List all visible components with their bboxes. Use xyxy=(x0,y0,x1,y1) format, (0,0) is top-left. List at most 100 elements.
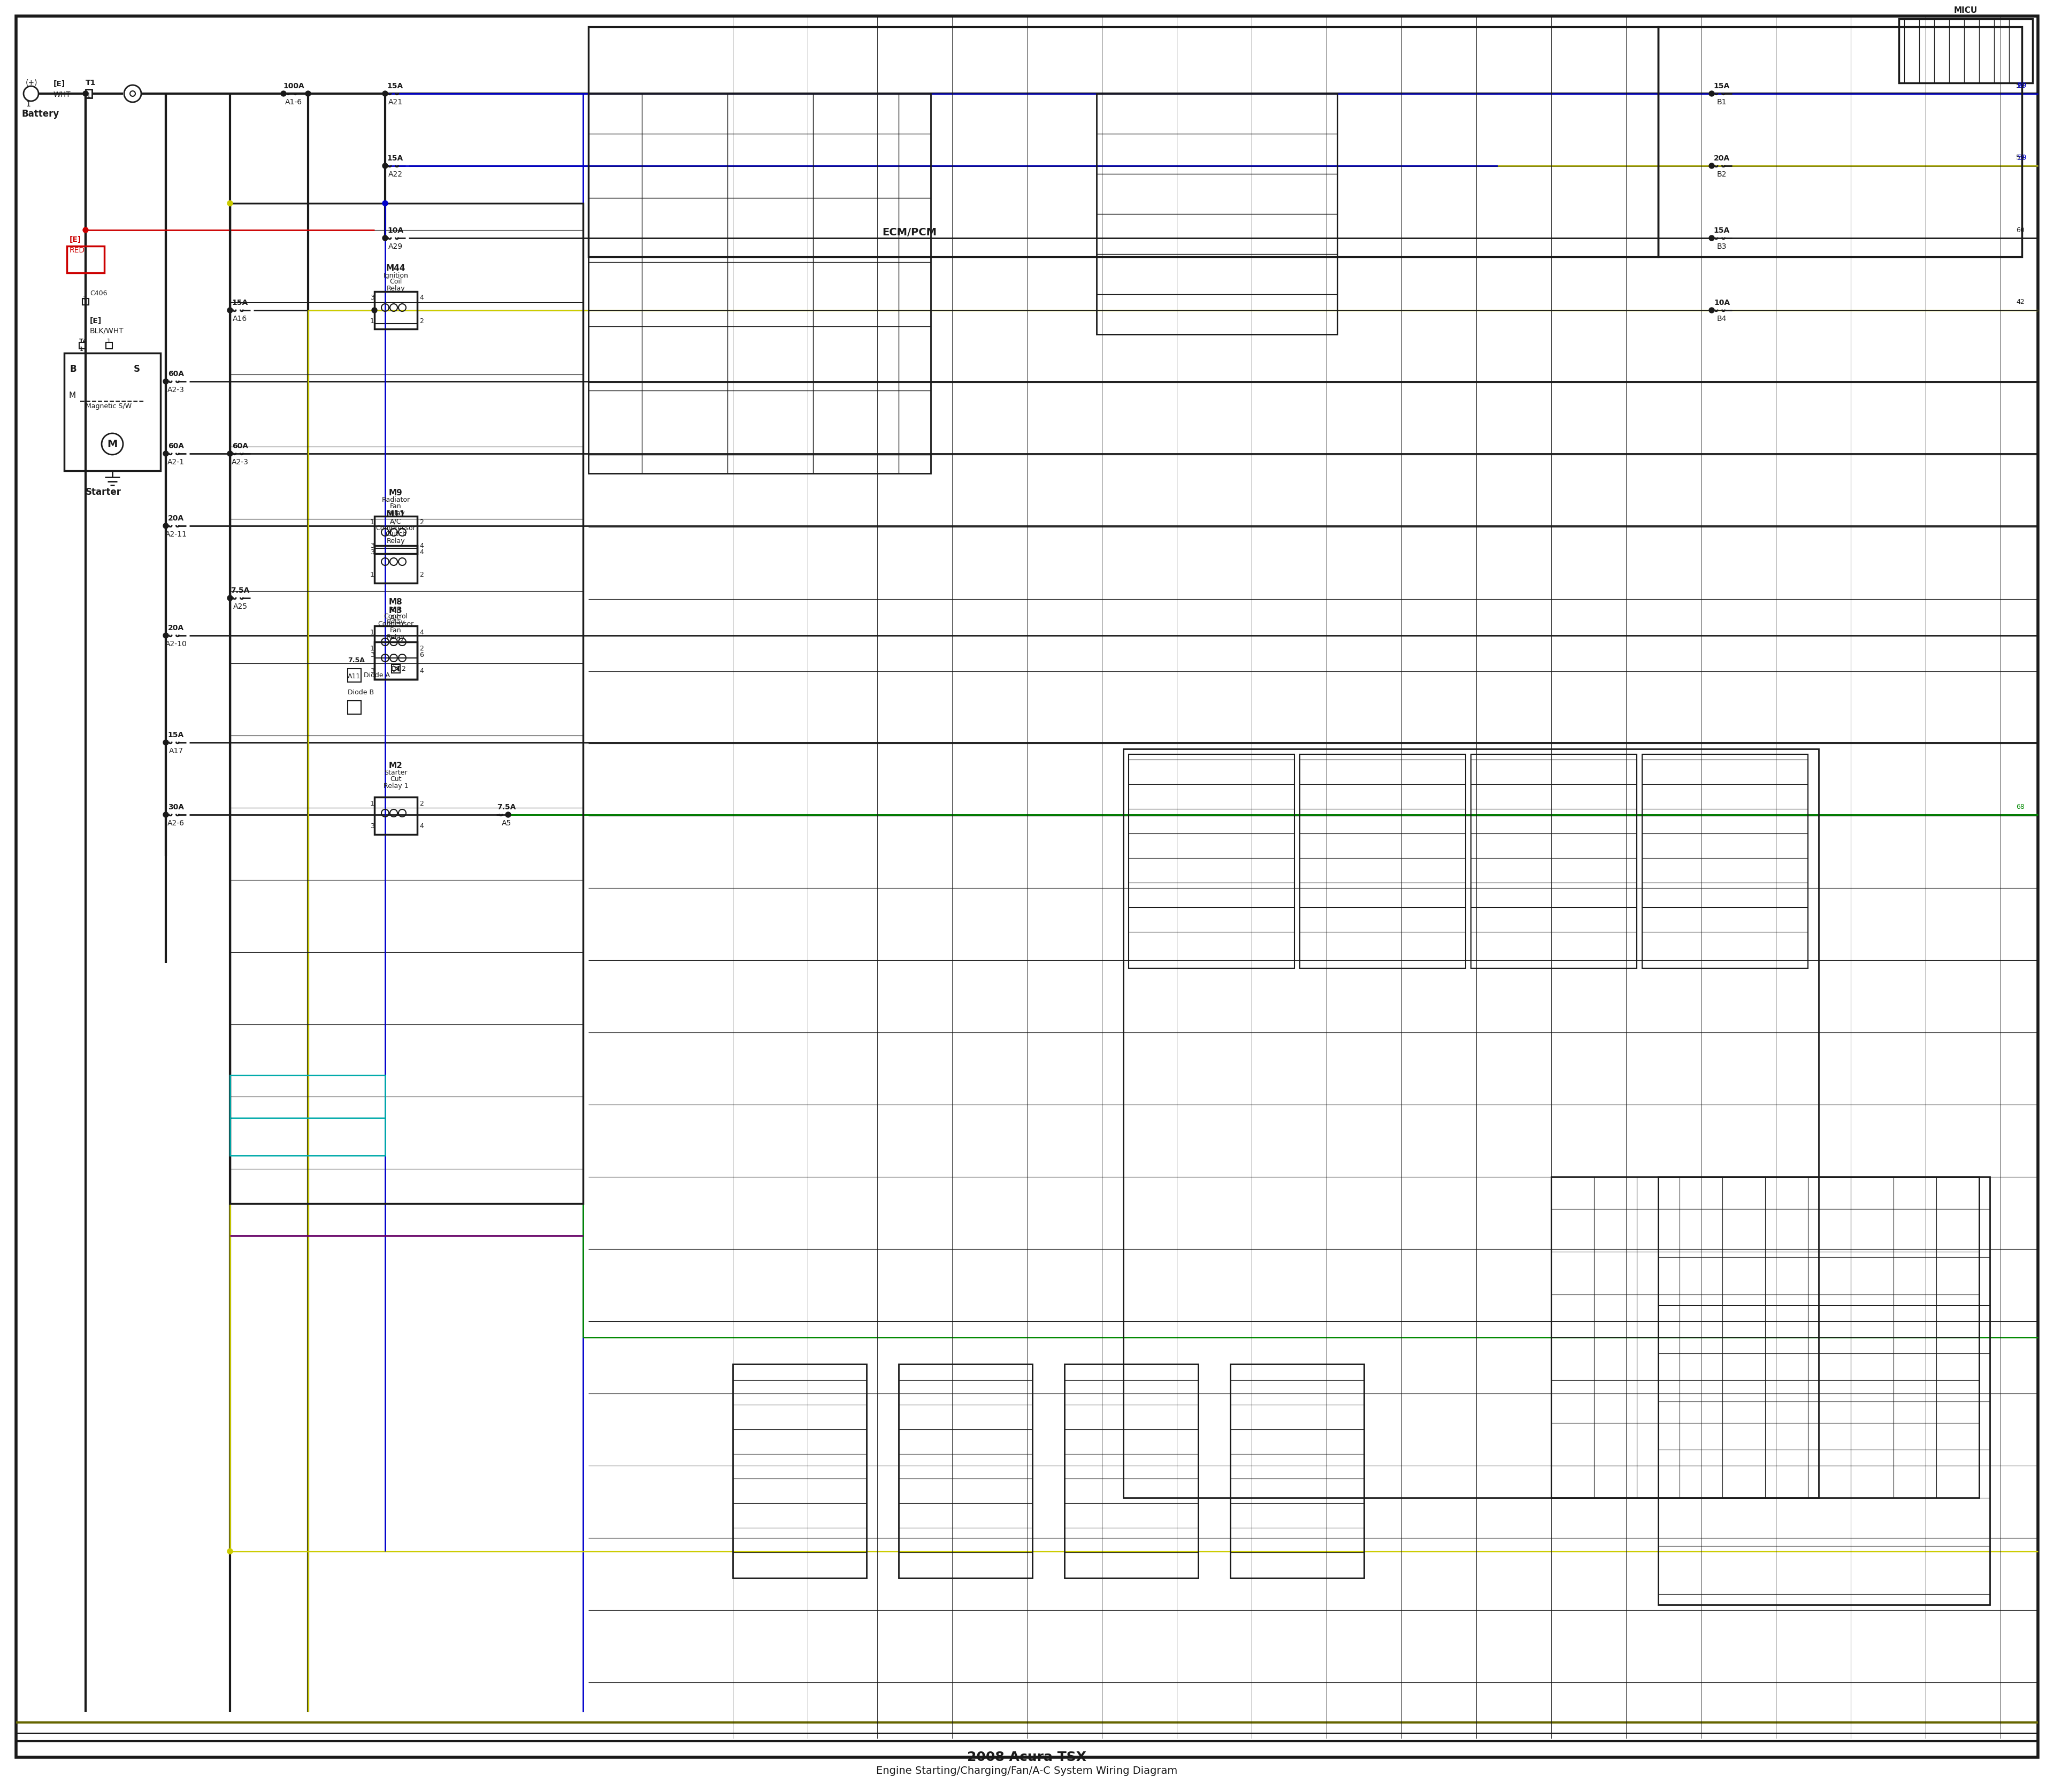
Text: M2: M2 xyxy=(388,762,403,769)
Text: Starter: Starter xyxy=(384,769,407,776)
Text: Radiator: Radiator xyxy=(382,496,411,504)
Text: 3: 3 xyxy=(370,652,374,659)
Text: M: M xyxy=(107,439,117,450)
Bar xyxy=(374,545,417,582)
Text: 15A: 15A xyxy=(1713,228,1729,235)
Text: 59: 59 xyxy=(2017,154,2027,161)
Text: 60: 60 xyxy=(2017,226,2025,233)
Text: 1: 1 xyxy=(370,645,374,652)
Text: Control: Control xyxy=(384,613,409,620)
Bar xyxy=(392,665,401,674)
Text: 68: 68 xyxy=(2017,803,2025,810)
Bar xyxy=(1551,1177,1980,1498)
Text: 4: 4 xyxy=(419,548,423,556)
Bar xyxy=(1898,18,2033,82)
Text: A2-3: A2-3 xyxy=(232,459,249,466)
Text: 1: 1 xyxy=(86,91,90,99)
Circle shape xyxy=(306,91,310,97)
Text: B1: B1 xyxy=(1717,99,1727,106)
Text: 1/0: 1/0 xyxy=(390,665,401,672)
Text: 2: 2 xyxy=(419,520,423,527)
Bar xyxy=(1230,1364,1364,1579)
Text: A2-6: A2-6 xyxy=(168,819,185,826)
Text: T4: T4 xyxy=(80,339,88,344)
Text: 10A: 10A xyxy=(1713,299,1729,306)
Text: 4: 4 xyxy=(419,543,423,548)
Bar xyxy=(64,353,160,471)
Text: 2008 Acura TSX: 2008 Acura TSX xyxy=(967,1751,1087,1763)
Text: Engine Starting/Charging/Fan/A-C System Wiring Diagram: Engine Starting/Charging/Fan/A-C System … xyxy=(877,1765,1177,1776)
Text: 20A: 20A xyxy=(168,624,185,633)
Text: Ignition: Ignition xyxy=(384,272,409,280)
Text: 4: 4 xyxy=(419,668,423,676)
Bar xyxy=(1658,27,2021,256)
Bar xyxy=(68,246,105,272)
Bar xyxy=(1300,754,1467,968)
Bar xyxy=(86,90,92,99)
Text: M: M xyxy=(68,392,76,400)
Text: A2-10: A2-10 xyxy=(164,640,187,647)
Bar xyxy=(374,516,417,554)
Text: M11: M11 xyxy=(386,511,405,518)
Text: Relay 1: Relay 1 xyxy=(384,783,409,788)
Circle shape xyxy=(382,235,388,240)
Circle shape xyxy=(162,523,168,529)
Bar xyxy=(1128,754,1294,968)
Bar xyxy=(374,642,417,679)
Circle shape xyxy=(281,91,286,97)
Circle shape xyxy=(162,633,168,638)
Text: 15A: 15A xyxy=(232,299,249,306)
Text: Fan: Fan xyxy=(390,504,403,511)
Text: 60A: 60A xyxy=(168,443,185,450)
Text: A22: A22 xyxy=(388,170,403,177)
Text: 15A: 15A xyxy=(388,154,403,161)
Circle shape xyxy=(162,378,168,383)
Text: 1: 1 xyxy=(370,799,374,806)
Text: 20A: 20A xyxy=(1713,154,1729,161)
Bar xyxy=(1658,1177,1990,1606)
Text: 1: 1 xyxy=(370,317,374,324)
Circle shape xyxy=(505,812,511,817)
Circle shape xyxy=(1709,235,1715,240)
Text: BLK/WHT: BLK/WHT xyxy=(90,326,123,335)
Text: M44: M44 xyxy=(386,263,405,272)
Text: 1: 1 xyxy=(25,100,31,108)
Text: 1: 1 xyxy=(370,572,374,579)
Text: A25: A25 xyxy=(232,602,246,611)
Text: 15A: 15A xyxy=(388,82,403,90)
Text: 15A: 15A xyxy=(1713,82,1729,90)
Text: Diode A: Diode A xyxy=(364,672,390,679)
Bar xyxy=(107,342,113,349)
Text: WHT: WHT xyxy=(53,91,72,99)
Text: [E]: [E] xyxy=(70,237,82,244)
Text: Relay: Relay xyxy=(386,634,405,640)
Text: 7.5A: 7.5A xyxy=(497,803,516,812)
Bar xyxy=(1064,1364,1197,1579)
Text: B: B xyxy=(70,364,76,375)
Text: 15A: 15A xyxy=(168,731,185,738)
Text: 2: 2 xyxy=(401,665,405,672)
Text: 3: 3 xyxy=(370,548,374,556)
Circle shape xyxy=(228,201,232,206)
Circle shape xyxy=(162,452,168,457)
Text: 3: 3 xyxy=(370,668,374,676)
Bar xyxy=(1124,749,1818,1498)
Text: 2: 2 xyxy=(419,317,423,324)
Text: A2-1: A2-1 xyxy=(168,459,185,466)
Text: 42: 42 xyxy=(2017,299,2025,306)
Text: 1: 1 xyxy=(80,346,84,351)
Text: MICU: MICU xyxy=(1953,7,1978,14)
Text: Clutch: Clutch xyxy=(386,530,407,538)
Bar xyxy=(230,1075,386,1156)
Text: 2: 2 xyxy=(419,645,423,652)
Text: 60A: 60A xyxy=(168,371,185,378)
Circle shape xyxy=(382,163,388,168)
Bar xyxy=(347,668,362,683)
Circle shape xyxy=(228,1548,232,1554)
Text: 1: 1 xyxy=(82,296,86,301)
Bar xyxy=(82,299,88,305)
Circle shape xyxy=(228,595,232,600)
Text: 2: 2 xyxy=(419,572,423,579)
Circle shape xyxy=(1709,308,1715,314)
Circle shape xyxy=(382,201,388,206)
